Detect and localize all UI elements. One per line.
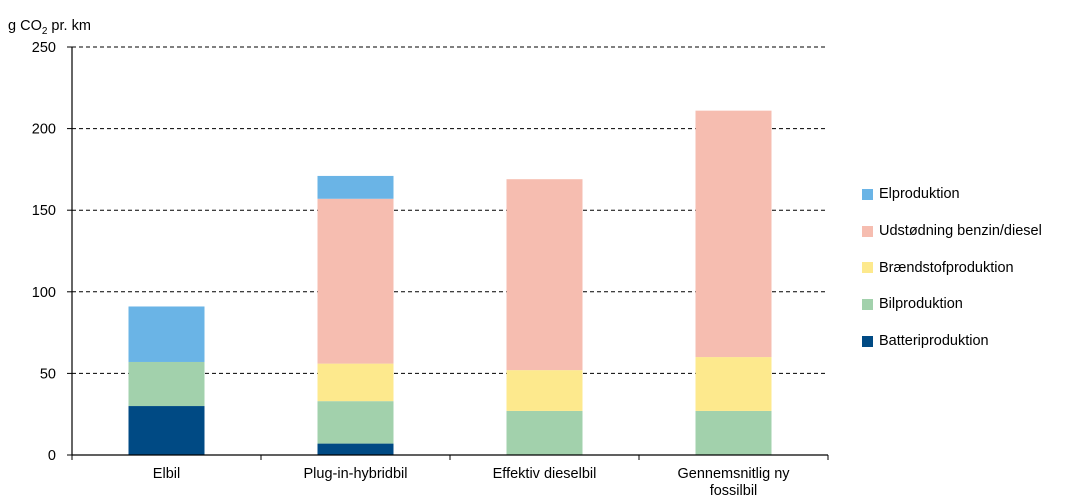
bar-segment-elproduktion: [128, 306, 205, 362]
x-tick-label: Gennemsnitlig ny: [677, 466, 790, 482]
legend-label: Elproduktion: [879, 186, 960, 203]
x-tick-label: Effektiv dieselbil: [493, 466, 597, 482]
legend-swatch: [862, 225, 873, 237]
legend-item: Brændstofproduktion: [862, 249, 1042, 286]
x-tick-labels: Elbil Plug-in-hybridbil Effektiv dieselbil…: [153, 466, 790, 499]
legend-swatch: [862, 335, 873, 347]
bar-segment-udst-dning-benzin-diesel: [317, 198, 394, 364]
legend-label: Batteriproduktion: [879, 333, 989, 350]
y-tick-label: 150: [32, 203, 56, 219]
legend-swatch: [862, 262, 873, 274]
bar-segment-br-ndstofproduktion: [317, 363, 394, 402]
x-tick-label: Elbil: [153, 466, 180, 482]
bars: [128, 110, 772, 455]
legend-label: Brændstofproduktion: [879, 259, 1014, 276]
bar-segment-bilproduktion: [317, 401, 394, 444]
legend-item: Udstødning benzin/diesel: [862, 213, 1042, 250]
bar-segment-batteriproduktion: [317, 443, 394, 455]
legend-item: Bilproduktion: [862, 286, 1042, 323]
legend-item: Elproduktion: [862, 176, 1042, 213]
bar-segment-udst-dning-benzin-diesel: [695, 110, 772, 358]
x-tick-label: Plug-in-hybridbil: [304, 466, 408, 482]
bar-segment-bilproduktion: [695, 410, 772, 455]
y-tick-label: 0: [48, 448, 56, 464]
bar-segment-bilproduktion: [128, 361, 205, 407]
bar-segment-br-ndstofproduktion: [695, 357, 772, 411]
y-tick-label: 50: [40, 366, 56, 382]
x-tick-label: fossilbil: [710, 483, 758, 499]
bar-segment-elproduktion: [317, 175, 394, 199]
legend: Elproduktion Udstødning benzin/diesel Bræn…: [862, 176, 1042, 359]
legend-label: Bilproduktion: [879, 296, 963, 313]
y-axis-label: g CO2 pr. km: [8, 18, 91, 37]
y-tick-label: 200: [32, 122, 56, 138]
legend-label: Udstødning benzin/diesel: [879, 223, 1042, 240]
axes: [71, 47, 829, 460]
bar-segment-batteriproduktion: [128, 406, 205, 455]
y-tick-labels: 0 50 100 150 200 250: [32, 40, 72, 464]
legend-swatch: [862, 188, 873, 200]
legend-swatch: [862, 298, 873, 310]
legend-item: Batteriproduktion: [862, 323, 1042, 360]
y-tick-label: 250: [32, 40, 56, 56]
bar-segment-bilproduktion: [506, 410, 583, 455]
bar-segment-br-ndstofproduktion: [506, 370, 583, 411]
y-tick-label: 100: [32, 285, 56, 301]
bar-segment-udst-dning-benzin-diesel: [506, 179, 583, 371]
